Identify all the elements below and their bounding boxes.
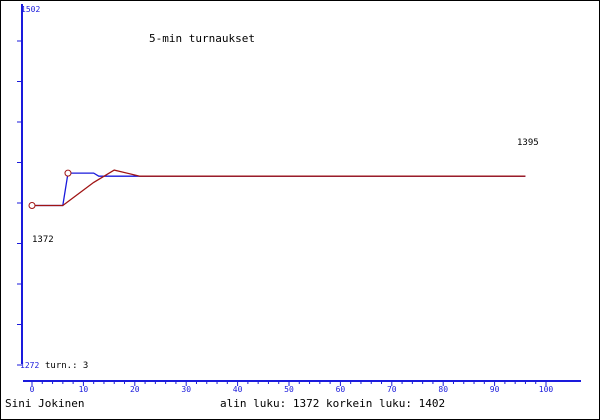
footer-range: alin luku: 1372 korkein luku: 1402: [220, 397, 446, 410]
series-line-1: [32, 172, 526, 207]
x-tick-label: 100: [539, 385, 554, 394]
chart-title: 5-min turnaukset: [149, 32, 255, 45]
x-tick-label: 30: [181, 385, 191, 394]
series-line-2: [32, 169, 526, 207]
x-tick-label: 60: [336, 385, 346, 394]
turn-count-label: turn.: 3: [45, 361, 88, 371]
y-axis-bottom-label: 1272: [20, 361, 39, 370]
x-tick-label: 50: [284, 385, 294, 394]
x-tick-label: 90: [490, 385, 500, 394]
x-tick-label: 70: [387, 385, 397, 394]
series-layer: [32, 169, 526, 207]
axes: 0 10 20 30 40 50 60 70 80 90 100: [17, 4, 581, 394]
x-tick-label: 20: [130, 385, 140, 394]
marker-layer: [28, 169, 72, 209]
data-point-marker: [28, 201, 36, 209]
start-value-label: 1372: [32, 235, 54, 245]
footer-name: Sini Jokinen: [5, 397, 85, 410]
end-value-label: 1395: [517, 138, 539, 148]
footer: Sini Jokinen alin luku: 1372 korkein luk…: [1, 395, 599, 415]
x-tick-label: 80: [438, 385, 448, 394]
x-tick-label: 40: [233, 385, 243, 394]
x-tick-label: 0: [30, 385, 35, 394]
x-tick-label: 10: [79, 385, 89, 394]
data-point-marker: [64, 169, 72, 177]
y-axis-top-label: 1502: [21, 5, 40, 14]
